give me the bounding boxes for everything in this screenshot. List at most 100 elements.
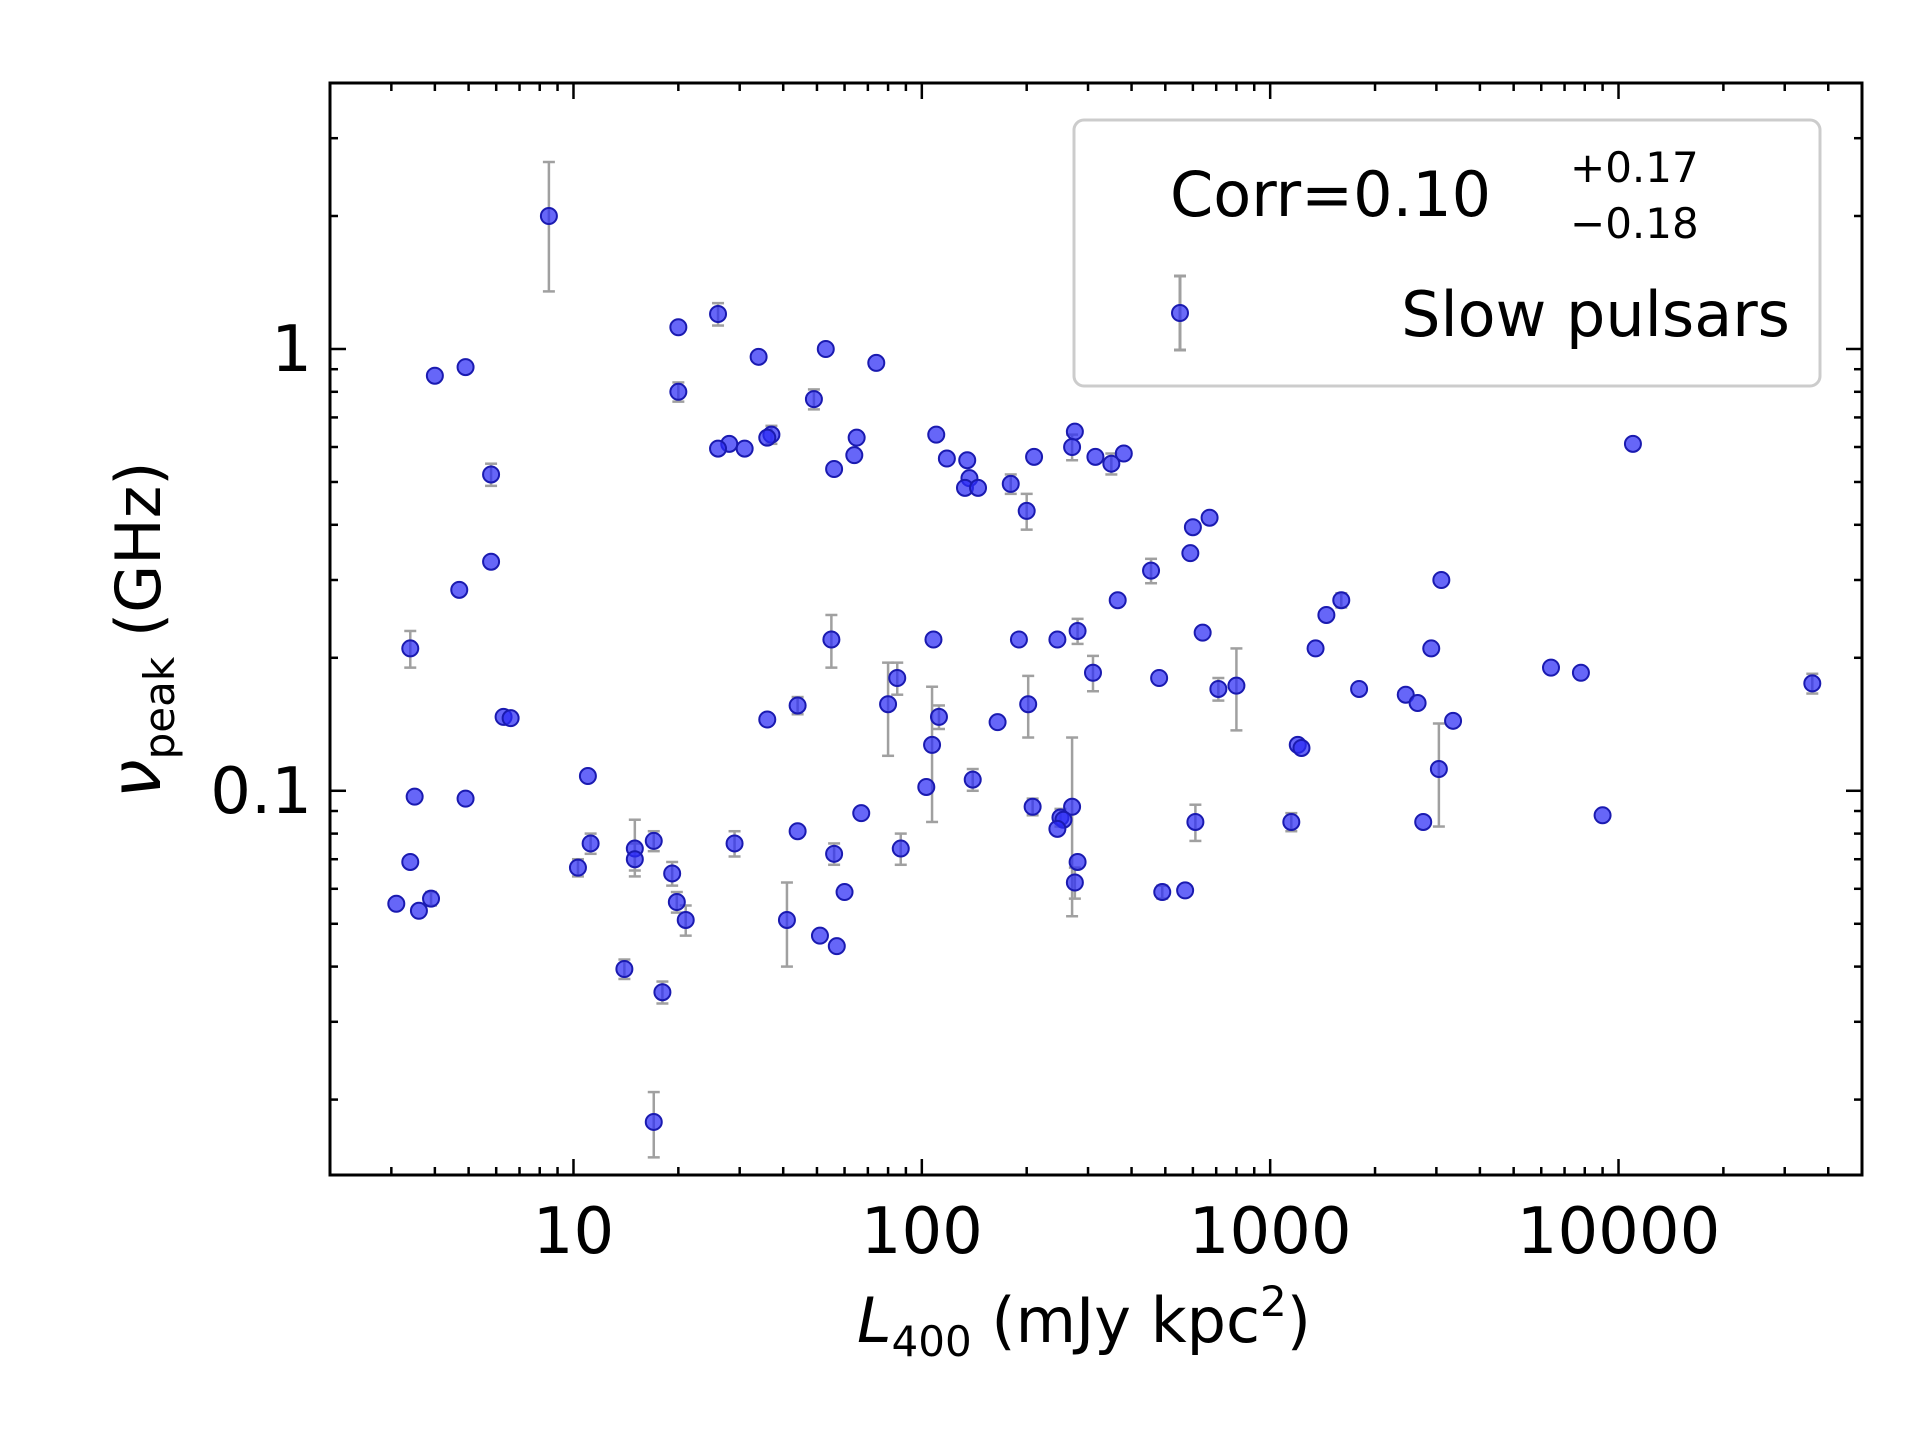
data-point <box>1017 501 1036 520</box>
data-point <box>625 850 644 869</box>
correlation-prefix: Corr= <box>1170 158 1353 231</box>
data-point <box>923 735 942 754</box>
data-point <box>1593 806 1612 825</box>
data-point <box>1142 561 1161 580</box>
y-tick-label: 0.1 <box>210 755 312 829</box>
data-point <box>456 789 475 808</box>
data-point <box>927 425 946 444</box>
data-point <box>709 439 728 458</box>
x-tick-label: 10000 <box>1517 1195 1721 1269</box>
data-point <box>822 630 841 649</box>
data-point <box>929 707 948 726</box>
data-point <box>422 889 441 908</box>
x-tick-label: 1000 <box>1189 1195 1352 1269</box>
data-point <box>1350 679 1369 698</box>
data-point <box>644 831 663 850</box>
data-point <box>1623 434 1642 453</box>
data-point <box>804 390 823 409</box>
data-point <box>879 695 898 714</box>
data-point <box>1068 852 1087 871</box>
data-point <box>653 983 672 1002</box>
data-point <box>1422 639 1441 658</box>
data-point <box>1193 623 1212 642</box>
data-point <box>581 834 600 853</box>
data-point <box>891 839 910 858</box>
data-point <box>1083 663 1102 682</box>
data-point <box>958 451 977 470</box>
data-point <box>676 910 695 929</box>
legend-marker <box>1171 304 1189 322</box>
data-point <box>777 910 796 929</box>
correlation-value: 0.10 <box>1353 158 1491 231</box>
data-point <box>1023 797 1042 816</box>
data-point <box>568 858 587 877</box>
data-point <box>810 926 829 945</box>
y-axis-label: νpeak (GHz) <box>95 462 184 799</box>
data-point <box>1048 630 1067 649</box>
y-axis-symbol: ν <box>95 759 177 798</box>
data-point <box>1227 676 1246 695</box>
x-axis-unit-superscript: 2 <box>1260 1277 1287 1326</box>
x-tick-label: 10 <box>533 1195 614 1269</box>
data-point <box>1009 630 1028 649</box>
y-axis-unit: (GHz) <box>102 462 175 657</box>
data-point <box>1183 518 1202 537</box>
data-point <box>482 552 501 571</box>
data-point <box>749 347 768 366</box>
data-point <box>1432 570 1451 589</box>
data-point <box>709 305 728 324</box>
x-axis-subscript: 400 <box>892 1317 972 1366</box>
data-point <box>405 787 424 806</box>
data-point <box>1086 447 1105 466</box>
data-point <box>788 696 807 715</box>
data-point <box>539 206 558 225</box>
data-point <box>1444 711 1463 730</box>
data-point <box>667 893 686 912</box>
data-point <box>937 449 956 468</box>
y-tick-label: 1 <box>271 313 312 387</box>
data-point <box>1317 605 1336 624</box>
x-axis-label: L400 (mJy kpc2) <box>857 1277 1311 1366</box>
data-point <box>852 804 871 823</box>
data-point <box>867 353 886 372</box>
data-point <box>1150 669 1169 688</box>
data-point <box>1065 873 1084 892</box>
data-point <box>1186 812 1205 831</box>
data-point <box>1063 797 1082 816</box>
data-point <box>788 822 807 841</box>
plot-frame <box>328 81 1864 1177</box>
data-point <box>425 366 444 385</box>
data-point <box>669 382 688 401</box>
y-axis-subscript: peak <box>135 656 184 759</box>
data-point <box>735 439 754 458</box>
x-axis-symbol: L <box>857 1284 892 1357</box>
data-point <box>825 460 844 479</box>
x-axis-unit-end: ) <box>1287 1284 1311 1357</box>
data-point <box>1025 447 1044 466</box>
data-point <box>988 713 1007 732</box>
data-point <box>1803 674 1822 693</box>
data-point <box>1001 474 1020 493</box>
data-point <box>669 318 688 337</box>
data-point <box>1408 694 1427 713</box>
data-point <box>1019 695 1038 714</box>
data-point <box>401 639 420 658</box>
data-point <box>1102 454 1121 473</box>
x-tick-label: 100 <box>861 1195 983 1269</box>
data-point <box>1332 591 1351 610</box>
data-point <box>963 770 982 789</box>
legend-series-label: Slow pulsars <box>1401 278 1790 351</box>
data-point <box>1063 438 1082 456</box>
data-point <box>1108 591 1127 610</box>
data-point <box>847 428 866 447</box>
data-point <box>888 669 907 688</box>
data-point <box>644 1112 663 1131</box>
data-point <box>1571 663 1590 682</box>
data-point <box>827 937 846 956</box>
data-point <box>816 339 835 358</box>
data-point <box>1068 621 1087 640</box>
data-point <box>1414 812 1433 831</box>
data-point <box>1065 422 1084 441</box>
tick-layer: 10 100 1000 10000 0.1 1 <box>210 81 1864 1269</box>
data-point <box>835 883 854 902</box>
